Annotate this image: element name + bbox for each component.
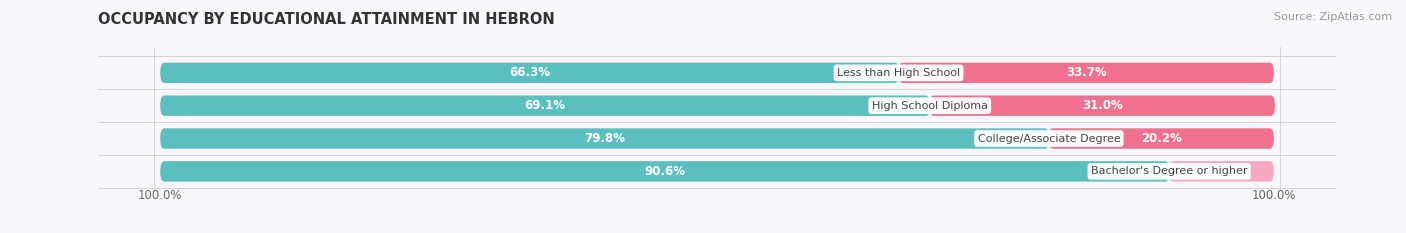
FancyBboxPatch shape <box>160 128 1049 149</box>
Text: Less than High School: Less than High School <box>837 68 960 78</box>
Text: 79.8%: 79.8% <box>583 132 626 145</box>
FancyBboxPatch shape <box>1170 161 1274 182</box>
Text: OCCUPANCY BY EDUCATIONAL ATTAINMENT IN HEBRON: OCCUPANCY BY EDUCATIONAL ATTAINMENT IN H… <box>98 12 555 27</box>
FancyBboxPatch shape <box>160 161 1274 182</box>
Text: 100.0%: 100.0% <box>1251 189 1296 202</box>
FancyBboxPatch shape <box>160 96 1274 116</box>
FancyBboxPatch shape <box>160 63 1274 83</box>
Text: 90.6%: 90.6% <box>644 165 685 178</box>
Text: 33.7%: 33.7% <box>1066 66 1107 79</box>
Legend: Owner-occupied, Renter-occupied: Owner-occupied, Renter-occupied <box>586 229 848 233</box>
FancyBboxPatch shape <box>160 63 898 83</box>
Text: Source: ZipAtlas.com: Source: ZipAtlas.com <box>1274 12 1392 22</box>
Text: 20.2%: 20.2% <box>1142 132 1181 145</box>
Text: High School Diploma: High School Diploma <box>872 101 988 111</box>
Text: 69.1%: 69.1% <box>524 99 565 112</box>
Text: 66.3%: 66.3% <box>509 66 550 79</box>
Text: 9.4%: 9.4% <box>1205 165 1237 178</box>
Text: Bachelor's Degree or higher: Bachelor's Degree or higher <box>1091 166 1247 176</box>
FancyBboxPatch shape <box>929 96 1275 116</box>
Text: 100.0%: 100.0% <box>138 189 183 202</box>
FancyBboxPatch shape <box>160 161 1170 182</box>
FancyBboxPatch shape <box>898 63 1274 83</box>
FancyBboxPatch shape <box>160 128 1274 149</box>
FancyBboxPatch shape <box>1049 128 1274 149</box>
Text: 31.0%: 31.0% <box>1083 99 1123 112</box>
Text: College/Associate Degree: College/Associate Degree <box>977 134 1121 144</box>
FancyBboxPatch shape <box>160 96 929 116</box>
